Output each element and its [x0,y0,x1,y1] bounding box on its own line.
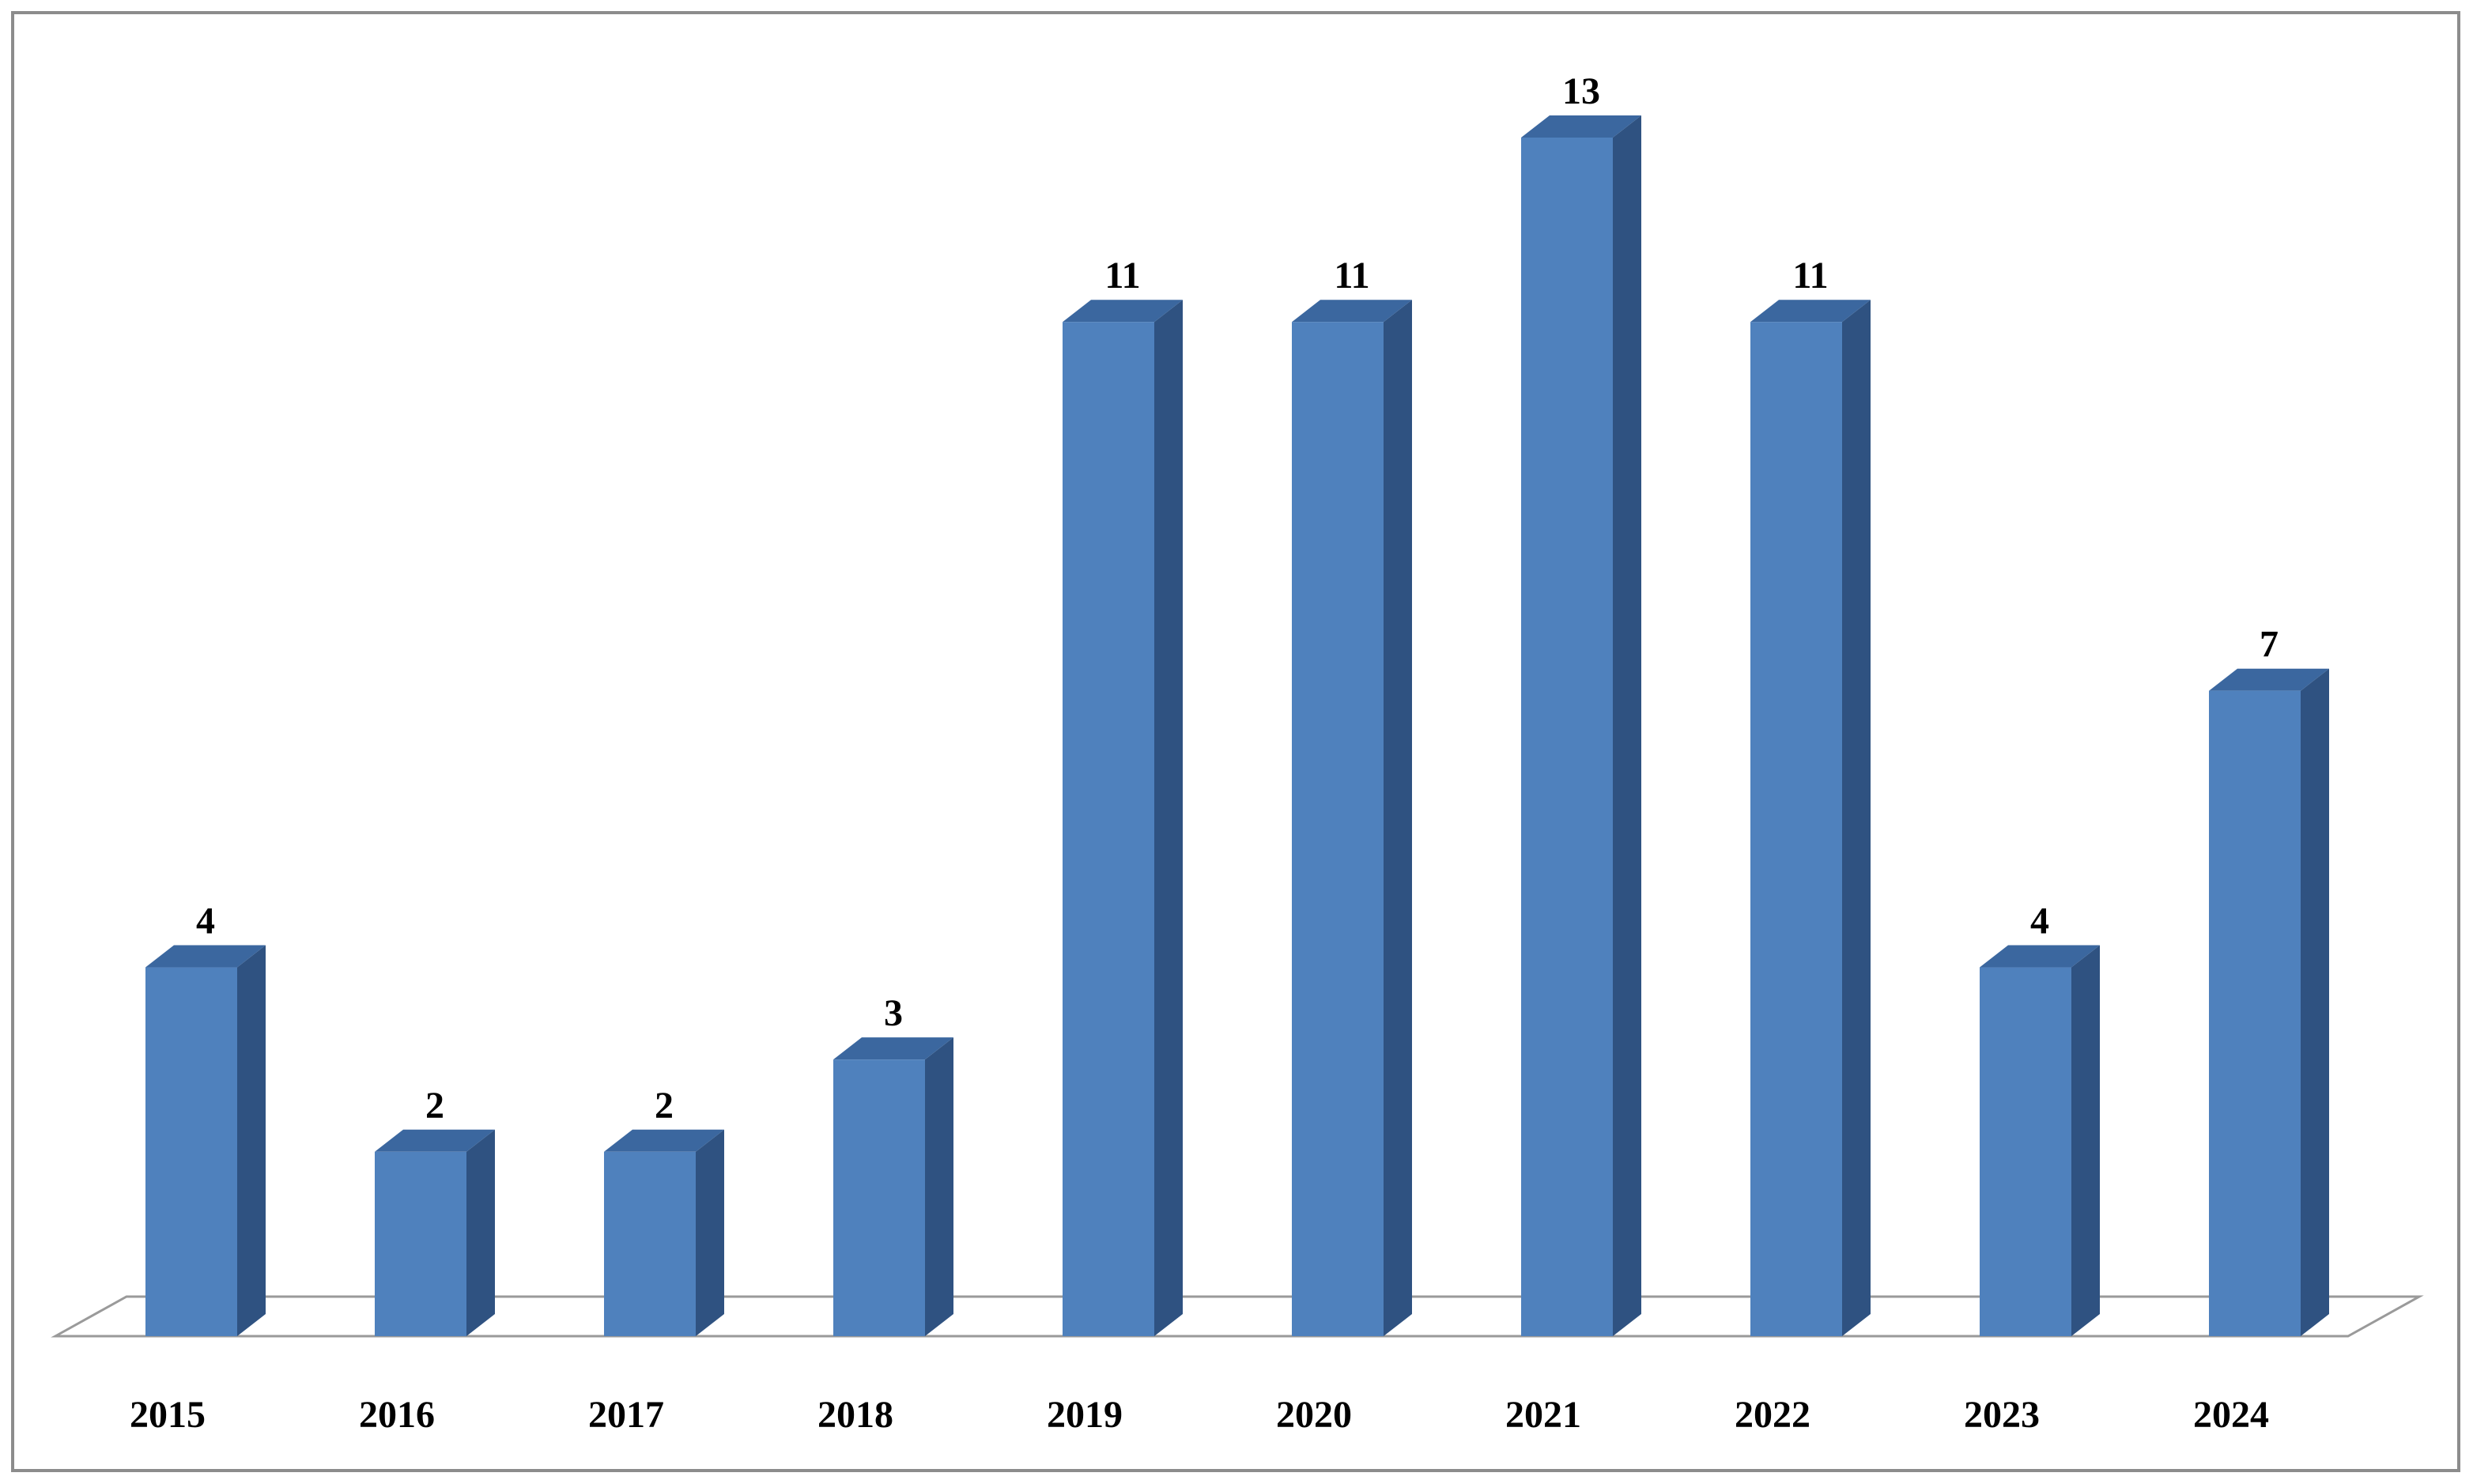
bar-top [1521,115,1641,138]
bar [375,1129,495,1336]
bar-front [145,967,237,1336]
data-label: 11 [1334,255,1369,296]
bar-front [604,1151,696,1336]
x-tick-label: 2024 [2193,1394,2269,1436]
data-label: 4 [196,901,215,942]
bar-front [375,1151,466,1336]
bar [833,1037,953,1336]
bar [1063,300,1183,1337]
bar-side [1384,300,1412,1337]
bar-top [145,945,266,968]
bar-front [1292,322,1384,1337]
bar-side [696,1129,724,1336]
bar-top [375,1129,495,1152]
x-tick-label: 2018 [817,1394,893,1436]
x-tick-label: 2023 [1964,1394,2040,1436]
bar-top [2209,668,2329,691]
x-tick-label: 2019 [1047,1394,1123,1436]
data-label: 13 [1562,70,1600,112]
x-tick-label: 2020 [1276,1394,1352,1436]
data-label: 7 [2260,624,2279,666]
bar-front [2209,690,2301,1336]
bar-top [833,1037,953,1060]
bar-side [925,1037,953,1336]
data-label: 11 [1104,255,1140,296]
bar [1980,945,2100,1336]
data-label: 2 [655,1085,674,1127]
data-label: 2 [425,1085,444,1127]
data-label: 11 [1792,255,1828,296]
bar-side [1842,300,1871,1337]
x-tick-label: 2017 [588,1394,664,1436]
data-label: 3 [884,992,903,1034]
bar-front [833,1059,925,1336]
bar [1521,115,1641,1336]
bar [145,945,266,1336]
bar [1292,300,1412,1337]
bar-side [466,1129,495,1336]
x-tick-label: 2015 [130,1394,206,1436]
bar-side [237,945,266,1336]
bar-front [1750,322,1842,1337]
bar [1750,300,1871,1337]
bar-top [1750,300,1871,323]
bar-front [1063,322,1154,1337]
bar-top [1292,300,1412,323]
x-tick-label: 2022 [1735,1394,1810,1436]
bar [2209,668,2329,1336]
bar-side [1154,300,1183,1337]
bar-front [1980,967,2071,1336]
x-tick-label: 2016 [359,1394,435,1436]
bar-top [604,1129,724,1152]
bar-front [1521,138,1613,1336]
bar-side [2071,945,2100,1336]
x-tick-label: 2021 [1505,1394,1581,1436]
bar-side [1613,115,1641,1336]
bar-side [2301,668,2329,1336]
bar [604,1129,724,1336]
bar-top [1063,300,1183,323]
bar-top [1980,945,2100,968]
data-label: 4 [2030,901,2049,942]
